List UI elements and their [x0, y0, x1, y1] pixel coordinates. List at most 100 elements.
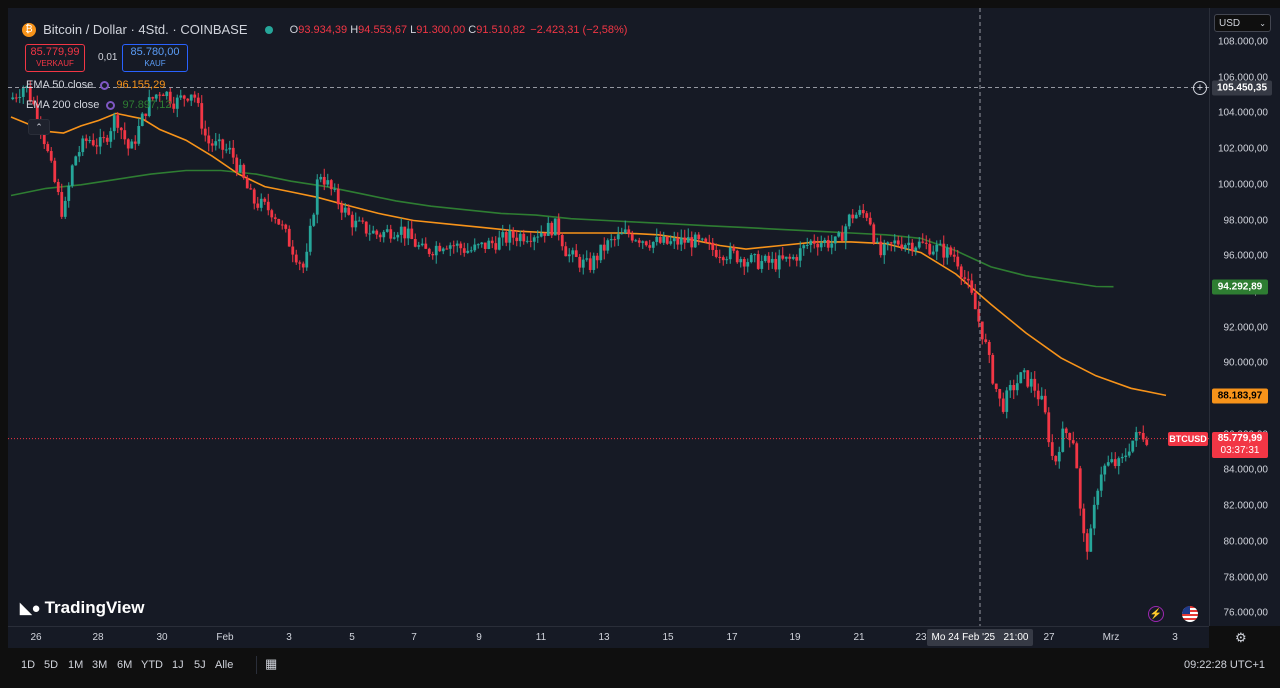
range-button-1j[interactable]: 1J [172, 659, 184, 671]
buy-button[interactable]: 85.780,00 KAUF [122, 44, 188, 72]
candle-body [81, 138, 85, 153]
candle-body [620, 233, 624, 235]
candle-body [53, 160, 57, 182]
ema50-legend[interactable]: EMA 50 close 96.155,29 [26, 79, 165, 91]
candle-body [28, 86, 32, 102]
range-button-ytd[interactable]: YTD [141, 659, 163, 671]
tradingview-logo[interactable]: ◣● TradingView [20, 598, 144, 618]
clock-value[interactable]: 09:22:28 UTC+1 [1184, 659, 1266, 671]
candle-body [161, 94, 165, 97]
candle-body [280, 224, 284, 226]
indicator-settings-icon[interactable] [106, 100, 116, 110]
chart-svg[interactable] [8, 8, 1209, 626]
candle-body [189, 94, 193, 101]
currency-select[interactable]: USD ⌄ [1214, 14, 1271, 32]
time-tick-label: 27 [1043, 632, 1055, 643]
candle-body [1113, 459, 1117, 467]
candle-body [336, 188, 340, 205]
high-value: 94.553,67 [358, 23, 408, 36]
range-button-1d[interactable]: 1D [21, 659, 36, 671]
candle-body [1131, 440, 1135, 452]
sell-label: VERKAUF [36, 59, 74, 68]
price-axis[interactable]: USD ⌄ 108.000,00 106.000,00 104.000,00 102.… [1209, 8, 1280, 626]
candle-body [693, 234, 697, 248]
candle-body [403, 226, 407, 239]
lightning-icon[interactable]: ⚡ [1148, 606, 1164, 622]
price-tick-label: 82.000,00 [1223, 500, 1269, 512]
candle-body [354, 220, 358, 228]
time-tick-label: Mrz [1102, 632, 1120, 643]
sell-button[interactable]: 85.779,99 VERKAUF [25, 44, 85, 72]
candle-body [658, 236, 662, 243]
candle-body [172, 103, 176, 109]
candle-body [11, 97, 15, 100]
candle-body [599, 244, 603, 261]
high-label: H [350, 23, 359, 36]
candle-body [480, 242, 484, 245]
candle-body [868, 217, 872, 225]
indicator-settings-icon[interactable] [100, 80, 110, 90]
crosshair-add-icon[interactable]: + [1193, 80, 1207, 95]
range-button-6m[interactable]: 6M [117, 659, 133, 671]
candle-body [1033, 378, 1037, 391]
candle-body [644, 241, 648, 246]
candle-body [921, 241, 925, 243]
candle-body [158, 94, 162, 96]
candle-body [490, 240, 494, 244]
collapse-legend-button[interactable]: ⌃ [28, 119, 50, 135]
candle-body [1040, 395, 1044, 400]
candle-body [676, 238, 680, 245]
time-tick-label: 30 [156, 632, 168, 643]
candle-body [728, 247, 732, 260]
candle-body [525, 240, 529, 242]
candle-body [1047, 412, 1051, 443]
candle-body [539, 232, 543, 237]
candle-body [1138, 432, 1142, 434]
us-flag-icon[interactable] [1182, 606, 1198, 622]
range-button-5d[interactable]: 5D [44, 659, 59, 671]
range-button-3m[interactable]: 3M [92, 659, 108, 671]
candle-body [1089, 528, 1093, 552]
candle-body [497, 237, 501, 250]
price-tick-label: 100.000,00 [1217, 179, 1268, 191]
settings-gear-icon[interactable]: ⚙ [1235, 630, 1247, 645]
symbol-title[interactable]: Bitcoin / Dollar · 4Std. · COINBASE [43, 22, 248, 37]
candle-body [277, 218, 281, 225]
candle-body [1071, 440, 1075, 444]
sell-price: 85.779,99 [30, 46, 80, 58]
candle-body [382, 231, 386, 238]
candle-body [833, 236, 837, 244]
symbol-tag: BTCUSD [1168, 431, 1208, 446]
candle-body [788, 256, 792, 259]
ema200-legend[interactable]: EMA 200 close 97.897,12 [26, 99, 171, 111]
candle-body [466, 250, 470, 253]
range-button-5j[interactable]: 5J [194, 659, 206, 671]
candle-body [504, 232, 508, 243]
symbol-row[interactable]: ₿ Bitcoin / Dollar · 4Std. · COINBASE O9… [22, 22, 627, 37]
candle-body [1064, 428, 1068, 434]
candle-body [760, 261, 764, 269]
candle-body [1120, 456, 1124, 459]
candle-body [665, 236, 669, 244]
candle-body [231, 147, 235, 158]
range-button-1m[interactable]: 1M [68, 659, 84, 671]
candle-body [585, 258, 589, 260]
date-range-calendar-icon[interactable]: ▦ [256, 656, 283, 674]
chart-pane[interactable]: ₿ Bitcoin / Dollar · 4Std. · COINBASE O9… [8, 8, 1209, 626]
candle-body [917, 241, 921, 248]
candle-body [452, 245, 456, 247]
range-button-alle[interactable]: Alle [215, 659, 234, 671]
tv-logo-icon: ◣● [20, 600, 41, 617]
candle-body [42, 130, 46, 145]
candle-body [266, 201, 270, 211]
candle-body [819, 242, 823, 248]
crosshair-time-tag: Mo 24 Feb '25 21:00 [927, 629, 1033, 646]
candle-body [952, 254, 956, 257]
time-axis[interactable]: 26 28 30 Feb 3 5 7 9 11 13 15 17 19 21 23 27 Mrz 3 Mo 24 … [8, 626, 1247, 648]
price-tick-label: 108.000,00 [1217, 36, 1268, 48]
market-status-icon [264, 25, 273, 34]
candle-body [494, 243, 498, 250]
candle-body [291, 246, 295, 255]
candle-body [536, 236, 540, 238]
change-value: −2.423,31 (−2,58%) [530, 23, 628, 36]
